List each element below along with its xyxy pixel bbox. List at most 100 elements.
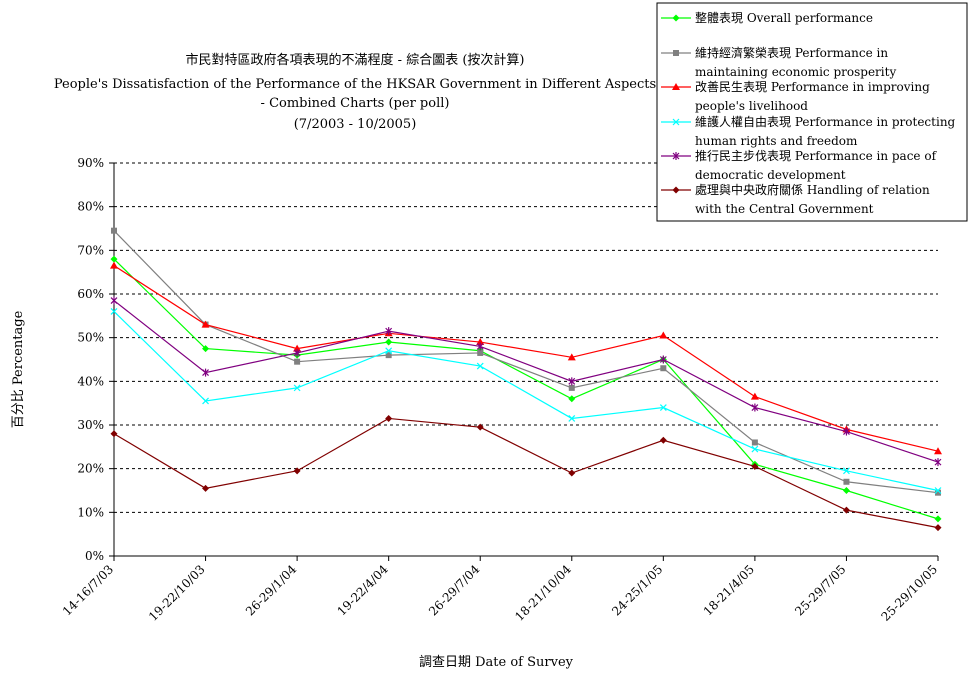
y-tick-label: 70% xyxy=(77,243,104,257)
legend-label: 維持經濟繁榮表現 Performance in xyxy=(695,45,888,60)
data-point xyxy=(934,487,942,494)
data-point xyxy=(201,320,210,328)
data-point xyxy=(110,255,118,263)
y-tick-label: 90% xyxy=(77,156,104,170)
data-point xyxy=(934,524,942,532)
data-point xyxy=(659,355,667,364)
y-tick-label: 30% xyxy=(77,418,104,432)
data-point xyxy=(659,331,668,339)
legend-item: 推行民主步伐表現 Performance in pace of democrati… xyxy=(661,149,938,182)
data-point xyxy=(385,352,392,359)
marker-stroke xyxy=(110,308,118,315)
series-line xyxy=(113,258,939,520)
legend-label: maintaining economic prosperity xyxy=(695,65,896,79)
legend-label: human rights and freedom xyxy=(695,134,858,148)
data-point xyxy=(385,338,393,346)
legend-item: 整體表現 Overall performance xyxy=(661,10,873,25)
data-point xyxy=(750,392,759,400)
x-tick-label: 25-29/10/05 xyxy=(878,562,940,624)
legend-item: 處理與中央政府關係 Handling of relation with the C… xyxy=(661,182,930,216)
y-tick-label: 0% xyxy=(85,549,104,563)
legend-item: 維持經濟繁榮表現 Performance in maintaining econo… xyxy=(661,45,896,79)
chart-title: 市民對特區政府各項表現的不滿程度 - 綜合圖表 (按次計算) People's D… xyxy=(54,52,656,132)
series-3 xyxy=(110,308,942,494)
legend-label: 推行民主步伐表現 Performance in pace of xyxy=(695,149,938,163)
legend-swatch-marker xyxy=(672,118,680,126)
marker-stroke xyxy=(385,347,393,355)
data-point xyxy=(934,447,942,455)
x-tick-label: 18-21/10/04 xyxy=(512,562,574,624)
data-point xyxy=(568,384,575,391)
legend-item: 維護人權自由表現 Performance in protecting human … xyxy=(661,114,956,148)
marker-stroke xyxy=(659,404,667,411)
data-point xyxy=(202,397,209,405)
data-point xyxy=(110,296,118,305)
data-point xyxy=(385,327,393,336)
data-point xyxy=(660,365,667,372)
marker-stroke xyxy=(568,415,576,422)
x-tick-label: 14-16/7/03 xyxy=(60,562,116,618)
data-point xyxy=(293,384,301,392)
data-point xyxy=(293,344,302,352)
series-line xyxy=(113,300,939,463)
data-point xyxy=(842,487,850,494)
data-point xyxy=(568,395,576,403)
data-point xyxy=(751,439,758,446)
series-lines xyxy=(110,227,942,532)
legend-label: 處理與中央政府關係 Handling of relation xyxy=(695,182,930,197)
data-point xyxy=(568,415,576,422)
data-point xyxy=(568,469,576,477)
x-tick-label: 26-29/1/04 xyxy=(243,562,300,619)
legend-label: people's livelihood xyxy=(695,99,808,113)
legend-swatch-marker xyxy=(673,50,679,56)
data-point xyxy=(751,403,759,412)
data-point xyxy=(202,345,210,353)
y-tick-label: 40% xyxy=(77,374,104,388)
legend-label: 改善民生表現 Performance in improving xyxy=(695,79,930,94)
chart-title-line: People's Dissatisfaction of the Performa… xyxy=(54,77,656,92)
data-point xyxy=(843,467,850,475)
data-point xyxy=(477,349,484,356)
data-point xyxy=(476,338,485,346)
data-point xyxy=(751,462,759,470)
y-tick-label: 10% xyxy=(77,505,104,519)
legend-item: 改善民生表現 Performance in improving people's … xyxy=(661,79,930,113)
data-point xyxy=(476,342,484,351)
series-line xyxy=(113,230,939,494)
data-point xyxy=(202,484,210,492)
x-axis-title: 調查日期 Date of Survey xyxy=(419,655,574,670)
legend-label: 整體表現 Overall performance xyxy=(695,10,873,25)
legend-label: with the Central Government xyxy=(695,202,874,216)
data-point xyxy=(659,436,667,444)
y-axis-title: 百分比 Percentage xyxy=(11,310,26,428)
legend-swatch-marker xyxy=(672,186,680,194)
x-tick-label: 19-22/10/03 xyxy=(146,562,208,624)
x-tick-label: 25-29/7/05 xyxy=(792,562,848,618)
x-tick-label: 24-25/1/05 xyxy=(609,562,665,618)
data-point xyxy=(476,362,484,370)
x-tick-label: 19-22/4/04 xyxy=(335,562,392,619)
data-point xyxy=(843,478,850,485)
data-point xyxy=(293,467,301,475)
marker-stroke xyxy=(843,467,850,475)
series-4 xyxy=(110,296,942,467)
data-point xyxy=(751,445,759,453)
series-line xyxy=(113,417,939,529)
data-point xyxy=(567,353,576,361)
legend-swatch-marker xyxy=(672,83,680,90)
marker-stroke xyxy=(751,445,759,453)
data-point xyxy=(294,358,301,365)
legend-swatch-marker xyxy=(672,152,680,160)
data-point xyxy=(293,348,301,357)
marker-stroke xyxy=(202,397,209,405)
y-tick-label: 60% xyxy=(77,287,104,301)
data-point xyxy=(659,404,667,411)
data-point xyxy=(934,515,942,523)
data-point xyxy=(385,347,393,355)
legend-box xyxy=(656,2,968,222)
data-point xyxy=(843,427,850,436)
chart-title-line: - Combined Charts (per poll) xyxy=(261,96,450,111)
data-point xyxy=(110,308,118,315)
data-point xyxy=(935,489,941,496)
